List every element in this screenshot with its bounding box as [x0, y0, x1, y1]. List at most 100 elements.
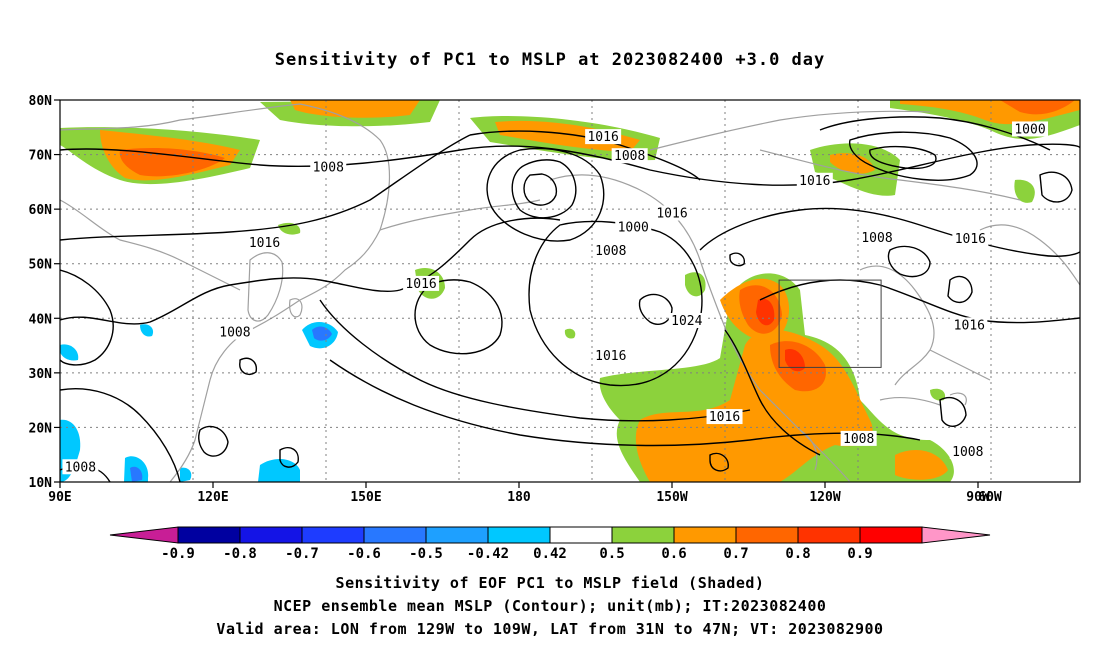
lon-tick-label: 60W	[978, 490, 1002, 505]
lat-tick-label: 60N	[29, 203, 53, 218]
contour-label: 1016	[405, 277, 436, 292]
footer-line-3: Valid area: LON from 129W to 109W, LAT f…	[216, 620, 884, 638]
shade-orange	[830, 153, 875, 174]
contour-label-bg	[615, 219, 652, 235]
colorbar-swatch	[363, 526, 427, 544]
colorbar-label: -0.42	[467, 546, 509, 562]
valid-area-box	[778, 279, 882, 368]
shade-green	[930, 388, 946, 401]
contour-label-bg	[654, 205, 690, 221]
contour-label-bg	[949, 443, 986, 459]
colorbar-label: -0.8	[223, 546, 257, 562]
lat-tick-label: 20N	[29, 421, 53, 436]
shade-orange	[495, 120, 640, 152]
chart-title: Sensitivity of PC1 to MSLP at 2023082400…	[274, 50, 826, 70]
contour-label-bg	[246, 234, 283, 250]
shade-red-orange	[1000, 100, 1075, 115]
contour-label: 1016	[954, 318, 985, 333]
colorbar-swatch	[301, 526, 365, 544]
shade-cyan	[60, 344, 79, 361]
shade-green	[685, 272, 706, 297]
lat-tick-label: 30N	[29, 367, 53, 382]
contour-label: 1016	[709, 410, 740, 425]
coastlines	[60, 103, 1080, 482]
shade-cyan	[140, 324, 154, 337]
lon-tick-label: 180	[507, 490, 531, 505]
colorbar-label: 0.42	[533, 546, 567, 562]
contour-label: 1008	[595, 244, 626, 259]
shade-green	[1014, 179, 1035, 203]
contour-label: 1000	[618, 221, 649, 236]
lat-tick-label: 10N	[29, 476, 53, 491]
shade-cyan	[258, 458, 300, 482]
contour-label-bg	[611, 148, 648, 164]
colorbar-swatch	[797, 526, 861, 544]
contour-label: 1008	[65, 460, 96, 475]
negative-shading	[60, 321, 338, 482]
contour-label: 1008	[861, 231, 892, 246]
contour-label-bg	[952, 231, 989, 247]
shade-orange	[290, 100, 420, 118]
lat-tick-label: 80N	[29, 94, 53, 109]
lat-tick-label: 70N	[29, 149, 53, 164]
lon-tick-label: 150W	[656, 490, 687, 505]
lon-tick-label: 120W	[809, 490, 840, 505]
colorbar-label: 0.8	[785, 546, 810, 562]
contour-label-bg	[403, 275, 440, 291]
shade-cyan	[180, 467, 192, 482]
contour-label-bg	[592, 243, 629, 259]
contour-label-bg	[796, 172, 833, 188]
lon-tick-label: 120E	[197, 490, 228, 505]
shade-blue	[312, 326, 332, 341]
footer-line-1: Sensitivity of EOF PC1 to MSLP field (Sh…	[335, 574, 765, 592]
contour-label: 1016	[595, 349, 626, 364]
shade-orange	[895, 450, 948, 480]
contour-label: 1016	[799, 174, 830, 189]
map-frame	[59, 99, 1081, 483]
colorbar-swatch	[425, 526, 489, 544]
shade-red	[785, 349, 805, 372]
contour-label-bg	[585, 129, 622, 145]
contour-label: 1016	[249, 236, 280, 251]
colorbar-swatch	[487, 526, 551, 544]
contour-label-bg	[840, 430, 877, 446]
colorbar-label: 0.7	[723, 546, 748, 562]
colorbar-swatch	[859, 526, 923, 544]
colorbar-swatch	[549, 526, 613, 544]
contour-label: 1008	[614, 149, 645, 164]
colorbar-label: -0.5	[409, 546, 443, 562]
contour-label-bg	[706, 409, 743, 425]
colorbar-swatch	[239, 526, 303, 544]
contour-label-bg	[592, 347, 629, 363]
contour-label-bg	[1012, 121, 1049, 137]
contour-label-bg	[216, 324, 253, 340]
colorbar-swatch	[177, 526, 241, 544]
colorbar-swatch	[735, 526, 799, 544]
contour-label-bg	[859, 230, 896, 246]
lon-tick-label: 150E	[350, 490, 381, 505]
colorbar-high-end	[921, 526, 991, 544]
colorbar-label: 0.9	[847, 546, 872, 562]
lat-tick-label: 50N	[29, 258, 53, 273]
shade-green	[564, 328, 576, 339]
mslp-contours	[60, 116, 1080, 482]
contour-label: 1000	[1014, 122, 1045, 137]
contour-label-bg	[668, 313, 705, 329]
contour-labels: 1016 1008 1008 1016 1000 1016 1016 1008 1008 1016…	[62, 121, 1049, 475]
lon-tick-label: 90E	[48, 490, 71, 505]
colorbar-label: -0.9	[161, 546, 195, 562]
lat-tick-label: 40N	[29, 312, 53, 327]
contour-label: 1008	[313, 161, 344, 176]
colorbar-swatch	[673, 526, 737, 544]
colorbar-label: 0.5	[599, 546, 624, 562]
contour-label-bg	[310, 159, 347, 175]
contour-label: 1016	[656, 207, 687, 222]
contour-label-bg	[62, 459, 99, 475]
contour-label: 1016	[587, 130, 618, 145]
sensitivity-map: 1016 1008 1008 1016 1000 1016 1016 1008 1008 1016…	[29, 94, 1081, 505]
contour-label: 1008	[952, 445, 983, 460]
contour-label: 1024	[671, 314, 702, 329]
contour-label: 1016	[955, 232, 986, 247]
colorbar-low-end	[109, 526, 179, 544]
